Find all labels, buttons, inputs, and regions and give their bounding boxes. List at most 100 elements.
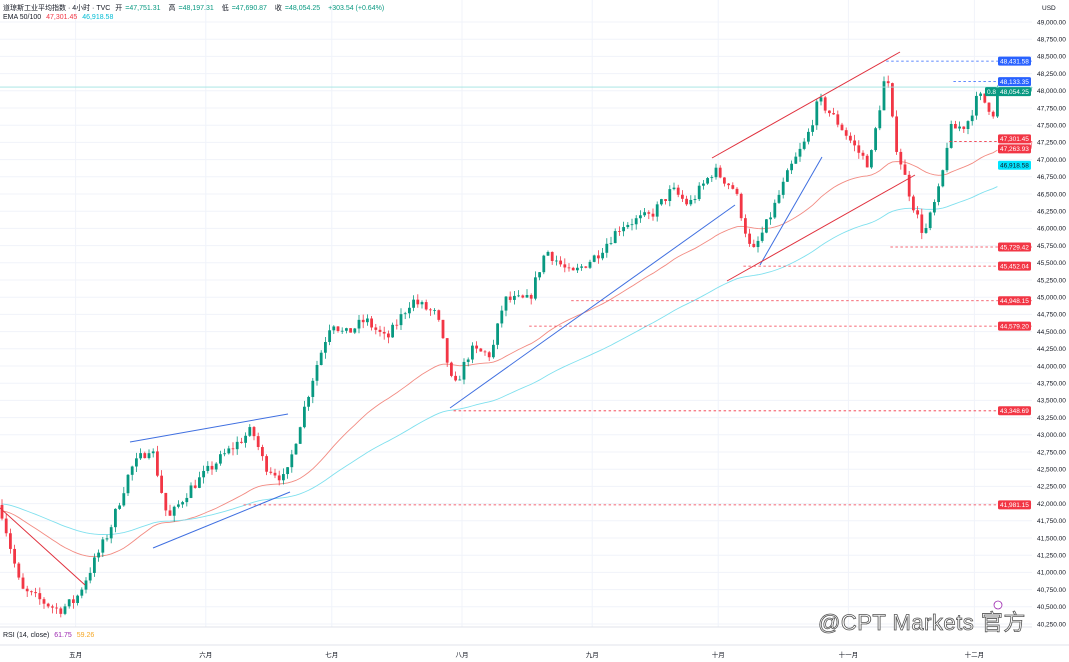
candle-up: [714, 167, 718, 178]
price-tick-label: 41,000.00: [1037, 570, 1066, 577]
candle-down: [9, 533, 12, 549]
trendline-blue-long[interactable]: [449, 204, 736, 409]
legend-symbol[interactable]: 道琼斯工业平均指数 · 4小时 · TVC 开 =47,751.31 高 =48,1…: [3, 5, 385, 12]
candle-up: [786, 170, 789, 182]
time-tick-label: 五月: [69, 651, 82, 659]
candle-up: [408, 307, 411, 314]
candle-up: [114, 508, 117, 528]
lightning-event-icon[interactable]: [993, 600, 1003, 610]
price-tick-label: 47,000.00: [1037, 157, 1066, 164]
candle-down: [450, 362, 453, 376]
price-tag-bg: [998, 406, 1031, 416]
candle-down: [487, 352, 491, 358]
candle-up: [798, 148, 802, 157]
candle-up: [702, 183, 705, 186]
candle-up: [634, 218, 638, 225]
price-tick-label: 43,000.00: [1037, 432, 1066, 439]
candle-up: [135, 458, 138, 467]
channel-red-lower[interactable]: [726, 174, 916, 282]
price-tick-label: 40,500.00: [1037, 604, 1066, 611]
candle-up: [996, 87, 999, 117]
price-tags: 48,431.58 48,133.35 48,054.25 0.8 47,301.45 4…: [985, 56, 1033, 510]
candle-down: [849, 135, 852, 141]
candle-down: [920, 214, 924, 233]
candle-down: [256, 436, 260, 448]
candle-down: [584, 266, 588, 268]
candle-up: [655, 204, 659, 217]
candle-up: [462, 361, 466, 380]
time-axis[interactable]: 五月 六月 七月 八月 九月 十月 十一月 十二月: [69, 650, 984, 659]
price-tag-bg: [998, 134, 1031, 144]
events-icons[interactable]: [993, 600, 1003, 610]
candle-down: [987, 102, 991, 112]
candle-up: [67, 599, 71, 607]
candle-up: [643, 212, 646, 216]
trendline-blue-lower[interactable]: [152, 491, 291, 549]
candle-down: [907, 174, 911, 197]
candle-down: [441, 319, 445, 339]
candle-up: [622, 227, 625, 232]
candle-up: [924, 227, 928, 233]
candle-up: [319, 352, 323, 366]
price-tag-label: 47,301.45: [1000, 136, 1029, 143]
trendlines[interactable]: [0, 51, 916, 586]
candle-down: [252, 427, 256, 437]
candle-up: [147, 453, 151, 459]
countdown-label: 0.8: [987, 89, 996, 96]
candle-up: [227, 448, 231, 454]
price-axis[interactable]: 49,000.00 48,750.00 48,500.00 48,250.00 48,0…: [1037, 19, 1066, 628]
price-tick-label: 46,500.00: [1037, 191, 1066, 198]
candle-down: [744, 218, 747, 234]
trendline-red-downtrend[interactable]: [0, 507, 86, 586]
candle-down: [853, 140, 856, 146]
candle-down: [261, 447, 264, 457]
price-tick-label: 44,500.00: [1037, 329, 1066, 336]
candle-down: [567, 267, 571, 269]
candle-up: [588, 261, 592, 268]
candle-down: [59, 608, 63, 614]
ema100-value: 46,918.58: [82, 14, 114, 21]
candle-up: [630, 224, 634, 226]
channel-red-upper[interactable]: [711, 51, 901, 159]
candle-up: [777, 194, 781, 203]
candle-down: [168, 510, 172, 516]
candle-down: [210, 465, 214, 470]
time-tick-label: 十月: [712, 650, 725, 659]
candle-up: [391, 324, 394, 338]
candle-up: [332, 326, 336, 331]
candle-down: [727, 183, 730, 186]
candle-up: [672, 187, 676, 190]
close-label: 收: [274, 5, 282, 12]
price-tick-label: 44,750.00: [1037, 312, 1066, 319]
trendline-blue-upper[interactable]: [129, 413, 289, 443]
candle-up: [214, 463, 218, 470]
candle-down: [664, 199, 667, 201]
candle-down: [30, 591, 33, 593]
candle-down: [681, 194, 684, 199]
candle-down: [836, 114, 840, 125]
candle-up: [248, 427, 252, 436]
candle-up: [882, 81, 886, 111]
candle-down: [954, 123, 957, 129]
price-tag-label: 45,452.04: [1000, 263, 1029, 270]
candle-up: [697, 185, 701, 200]
candle-up: [345, 328, 348, 331]
candle-down: [273, 472, 277, 476]
candle-up: [353, 328, 357, 333]
ema100-line: [1, 186, 998, 536]
rsi-ma-value: 59.26: [76, 632, 95, 639]
legend-ema[interactable]: EMA 50/100 47,301.45 46,918.58: [3, 14, 116, 21]
time-tick-label: 六月: [199, 650, 212, 659]
candle-down: [857, 145, 861, 153]
candle-up: [525, 295, 529, 298]
legend-rsi[interactable]: RSI (14, close) 61.75 59.26: [3, 632, 97, 639]
candle-down: [676, 187, 680, 195]
time-tick-label: 八月: [456, 651, 469, 659]
candle-down: [21, 577, 25, 589]
candle-up: [357, 319, 361, 329]
candle-up: [282, 474, 285, 481]
candle-down: [571, 267, 575, 271]
trendline-blue-short[interactable]: [759, 156, 823, 266]
watermark: @CPT Markets 官方: [818, 610, 1026, 636]
